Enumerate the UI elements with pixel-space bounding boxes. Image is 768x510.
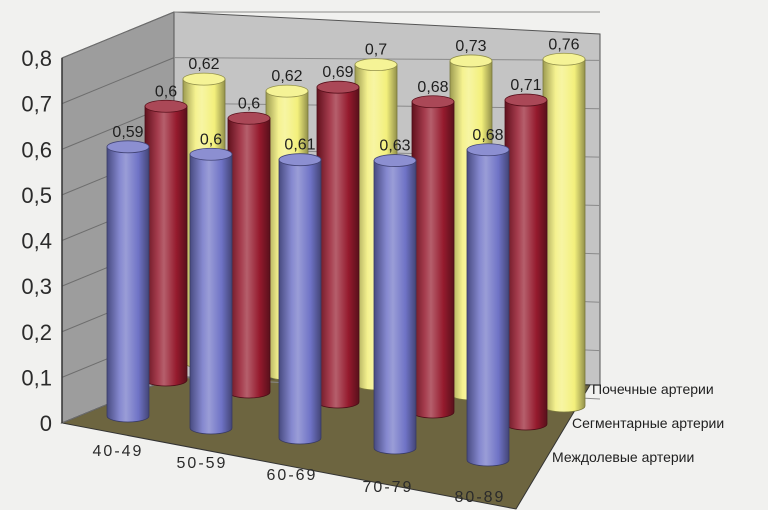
bar: 0,68: [412, 79, 454, 418]
legend-entry: Междолевые артерии: [552, 449, 694, 465]
y-tick-label: 0: [40, 411, 52, 436]
bar-top: [355, 59, 397, 71]
y-tick-label: 0,1: [21, 365, 52, 390]
data-label: 0,6: [238, 95, 260, 112]
legend-entry: Почечные артерии: [592, 381, 714, 397]
bar: 0,69: [317, 64, 359, 408]
bar-body: [543, 59, 585, 412]
bar-body: [467, 150, 509, 466]
data-label: 0,62: [188, 56, 219, 73]
bar: 0,6: [228, 95, 270, 398]
bar-top: [505, 94, 547, 106]
y-tick-label: 0,8: [21, 46, 52, 71]
legend-entry: Сегментарные артерии: [572, 415, 724, 431]
data-label: 0,6: [200, 131, 222, 148]
y-tick-label: 0,2: [21, 320, 52, 345]
data-label: 0,73: [455, 38, 486, 55]
data-label: 0,69: [322, 64, 353, 81]
bar: 0,6: [145, 83, 187, 386]
data-label: 0,59: [112, 124, 143, 141]
bar: 0,59: [107, 124, 149, 422]
bar-body: [228, 118, 270, 398]
y-tick-label: 0,6: [21, 137, 52, 162]
bar-top: [228, 112, 270, 124]
category-label: 80-89: [455, 489, 506, 506]
y-axis-ticks: 0 0,1 0,2 0,3 0,4 0,5 0,6 0,7 0,8: [21, 46, 62, 436]
bar-top: [467, 144, 509, 156]
bar-top: [266, 85, 308, 97]
data-label: 0,6: [155, 83, 177, 100]
bar-top: [543, 53, 585, 65]
category-label: 70-79: [363, 479, 414, 496]
category-label: 50-59: [177, 455, 228, 472]
bar-top: [190, 148, 232, 160]
y-tick-label: 0,5: [21, 183, 52, 208]
data-label: 0,61: [284, 137, 315, 154]
bar-top: [374, 155, 416, 167]
bar-top: [183, 73, 225, 85]
bar-top: [450, 55, 492, 67]
bar-top: [317, 81, 359, 93]
bar-body: [505, 100, 547, 430]
bar-top: [412, 96, 454, 108]
bar-body: [190, 154, 232, 434]
data-label: 0,71: [510, 77, 541, 94]
bar: 0,6: [190, 131, 232, 434]
bar: 0,71: [505, 77, 547, 430]
data-label: 0,7: [365, 42, 387, 59]
bar: 0,61: [279, 137, 321, 444]
y-tick-label: 0,3: [21, 274, 52, 299]
bar-top: [279, 154, 321, 166]
y-tick-label: 0,4: [21, 229, 52, 254]
bar-top: [107, 141, 149, 153]
data-label: 0,63: [379, 138, 410, 155]
y-tick-label: 0,7: [21, 92, 52, 117]
category-label: 60-69: [267, 467, 318, 484]
bar-body: [279, 160, 321, 444]
bar-body: [317, 87, 359, 408]
data-label: 0,62: [271, 68, 302, 85]
bar: 0,68: [467, 127, 509, 466]
category-label: 40-49: [93, 443, 144, 460]
bar: 0,63: [374, 138, 416, 454]
bar-top: [145, 100, 187, 112]
bar-body: [145, 106, 187, 386]
data-label: 0,68: [417, 79, 448, 96]
data-label: 0,68: [472, 127, 503, 144]
bar: 0,76: [543, 36, 585, 412]
bar-body: [374, 161, 416, 454]
bar-body: [412, 102, 454, 418]
data-label: 0,76: [548, 36, 579, 53]
bar-body: [107, 147, 149, 422]
